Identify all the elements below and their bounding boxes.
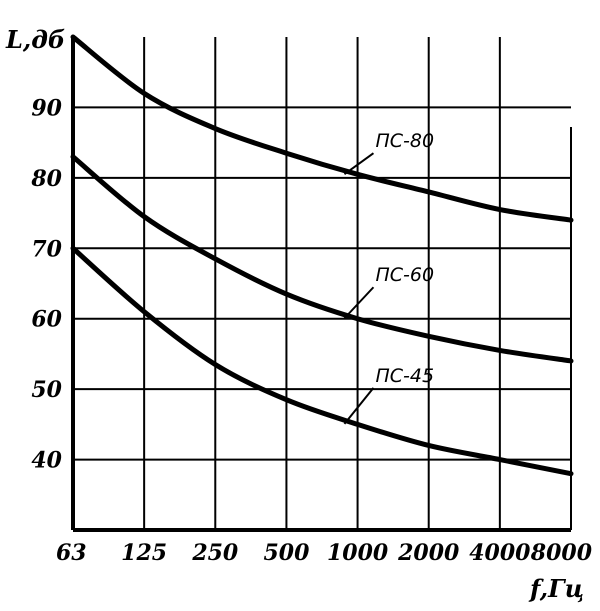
x-tick-label: 4000 bbox=[469, 540, 531, 566]
x-tick-label: 500 bbox=[263, 540, 310, 566]
series-line-ПС-60 bbox=[70, 154, 574, 364]
series-leader-ПС-60 bbox=[343, 286, 375, 319]
x-tick-label: 2000 bbox=[397, 540, 460, 566]
y-tick-label: 40 bbox=[31, 448, 62, 474]
y-tick-label: 80 bbox=[30, 166, 62, 192]
series-line-ПС-45 bbox=[70, 245, 574, 477]
y-tick-label: 90 bbox=[31, 95, 62, 121]
x-tick-label: 125 bbox=[121, 540, 167, 566]
series-leader-ПС-45 bbox=[343, 387, 375, 425]
y-tick-labels: 40 50 60 70 80 90 bbox=[30, 95, 62, 473]
x-axis-label: f,Гц bbox=[528, 574, 584, 603]
series-curves bbox=[70, 34, 574, 477]
series-leaders: ПС-80 ПС-60 ПС-45 bbox=[343, 130, 434, 425]
x-tick-label: 250 bbox=[191, 540, 239, 566]
series-label: ПС-45 bbox=[375, 365, 434, 387]
x-tick-label: 8000 bbox=[530, 540, 593, 566]
plot-frame bbox=[71, 37, 572, 532]
x-tick-label: 63 bbox=[56, 540, 87, 566]
x-tick-label: 1000 bbox=[327, 540, 389, 566]
series-line-ПС-80 bbox=[70, 34, 574, 223]
grid bbox=[73, 37, 571, 530]
series-label: ПС-60 bbox=[375, 264, 434, 286]
series-leader-ПС-80 bbox=[343, 152, 375, 176]
y-tick-label: 60 bbox=[31, 307, 62, 333]
x-tick-labels: 63 125 250 500 1000 2000 4000 8000 bbox=[56, 540, 593, 566]
y-axis-label: L,дб bbox=[5, 25, 65, 54]
y-tick-label: 70 bbox=[31, 236, 62, 262]
y-tick-label: 50 bbox=[31, 377, 62, 403]
series-label: ПС-80 bbox=[375, 130, 434, 152]
